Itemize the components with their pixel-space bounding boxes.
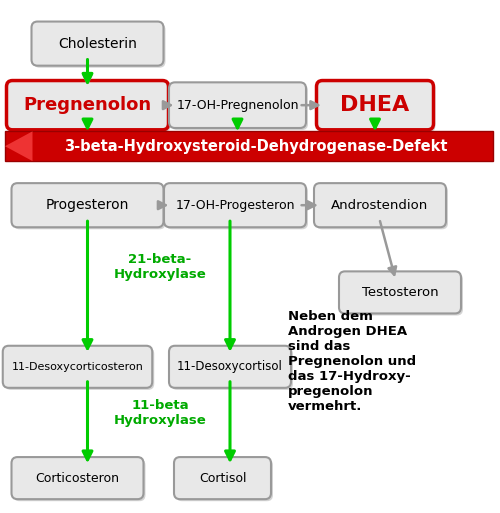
- Text: Cholesterin: Cholesterin: [58, 36, 137, 51]
- Text: Testosteron: Testosteron: [362, 286, 438, 299]
- FancyBboxPatch shape: [32, 22, 164, 66]
- FancyBboxPatch shape: [318, 83, 436, 132]
- Text: 11-beta
Hydroxylase: 11-beta Hydroxylase: [114, 399, 206, 427]
- FancyBboxPatch shape: [316, 185, 448, 229]
- Text: Progesteron: Progesteron: [46, 198, 129, 212]
- FancyBboxPatch shape: [341, 273, 463, 315]
- Text: Cortisol: Cortisol: [199, 471, 246, 485]
- Text: Neben dem
Androgen DHEA
sind das
Pregnenolon und
das 17-Hydroxy-
pregenolon
verm: Neben dem Androgen DHEA sind das Pregnen…: [288, 310, 416, 413]
- FancyBboxPatch shape: [14, 459, 145, 501]
- FancyBboxPatch shape: [166, 185, 308, 229]
- Text: 17-OH-Pregnenolon: 17-OH-Pregnenolon: [176, 98, 299, 112]
- FancyBboxPatch shape: [314, 183, 446, 227]
- FancyBboxPatch shape: [2, 346, 152, 388]
- Text: Corticosteron: Corticosteron: [36, 471, 119, 485]
- FancyBboxPatch shape: [12, 457, 143, 499]
- FancyBboxPatch shape: [14, 185, 166, 229]
- FancyBboxPatch shape: [339, 271, 461, 313]
- Text: 11-Desoxycortisol: 11-Desoxycortisol: [177, 360, 283, 373]
- Text: Androstendion: Androstendion: [332, 199, 428, 212]
- FancyBboxPatch shape: [176, 459, 273, 501]
- FancyBboxPatch shape: [169, 83, 306, 128]
- Text: DHEA: DHEA: [340, 95, 409, 115]
- FancyBboxPatch shape: [171, 348, 293, 390]
- FancyBboxPatch shape: [34, 24, 166, 68]
- FancyBboxPatch shape: [6, 81, 168, 130]
- Text: 21-beta-
Hydroxylase: 21-beta- Hydroxylase: [114, 253, 206, 281]
- Text: 3-beta-Hydroxysteroid-Dehydrogenase-Defekt: 3-beta-Hydroxysteroid-Dehydrogenase-Defe…: [64, 139, 448, 154]
- Text: 11-Desoxycorticosteron: 11-Desoxycorticosteron: [12, 362, 143, 372]
- FancyBboxPatch shape: [316, 81, 434, 130]
- FancyBboxPatch shape: [164, 183, 306, 227]
- FancyBboxPatch shape: [5, 131, 492, 161]
- FancyBboxPatch shape: [12, 183, 164, 227]
- Text: Pregnenolon: Pregnenolon: [24, 96, 152, 114]
- Polygon shape: [5, 131, 32, 161]
- FancyBboxPatch shape: [171, 84, 308, 130]
- FancyBboxPatch shape: [8, 83, 170, 132]
- FancyBboxPatch shape: [4, 348, 154, 390]
- FancyBboxPatch shape: [174, 457, 271, 499]
- Text: 17-OH-Progesteron: 17-OH-Progesteron: [176, 199, 295, 212]
- FancyBboxPatch shape: [169, 346, 291, 388]
